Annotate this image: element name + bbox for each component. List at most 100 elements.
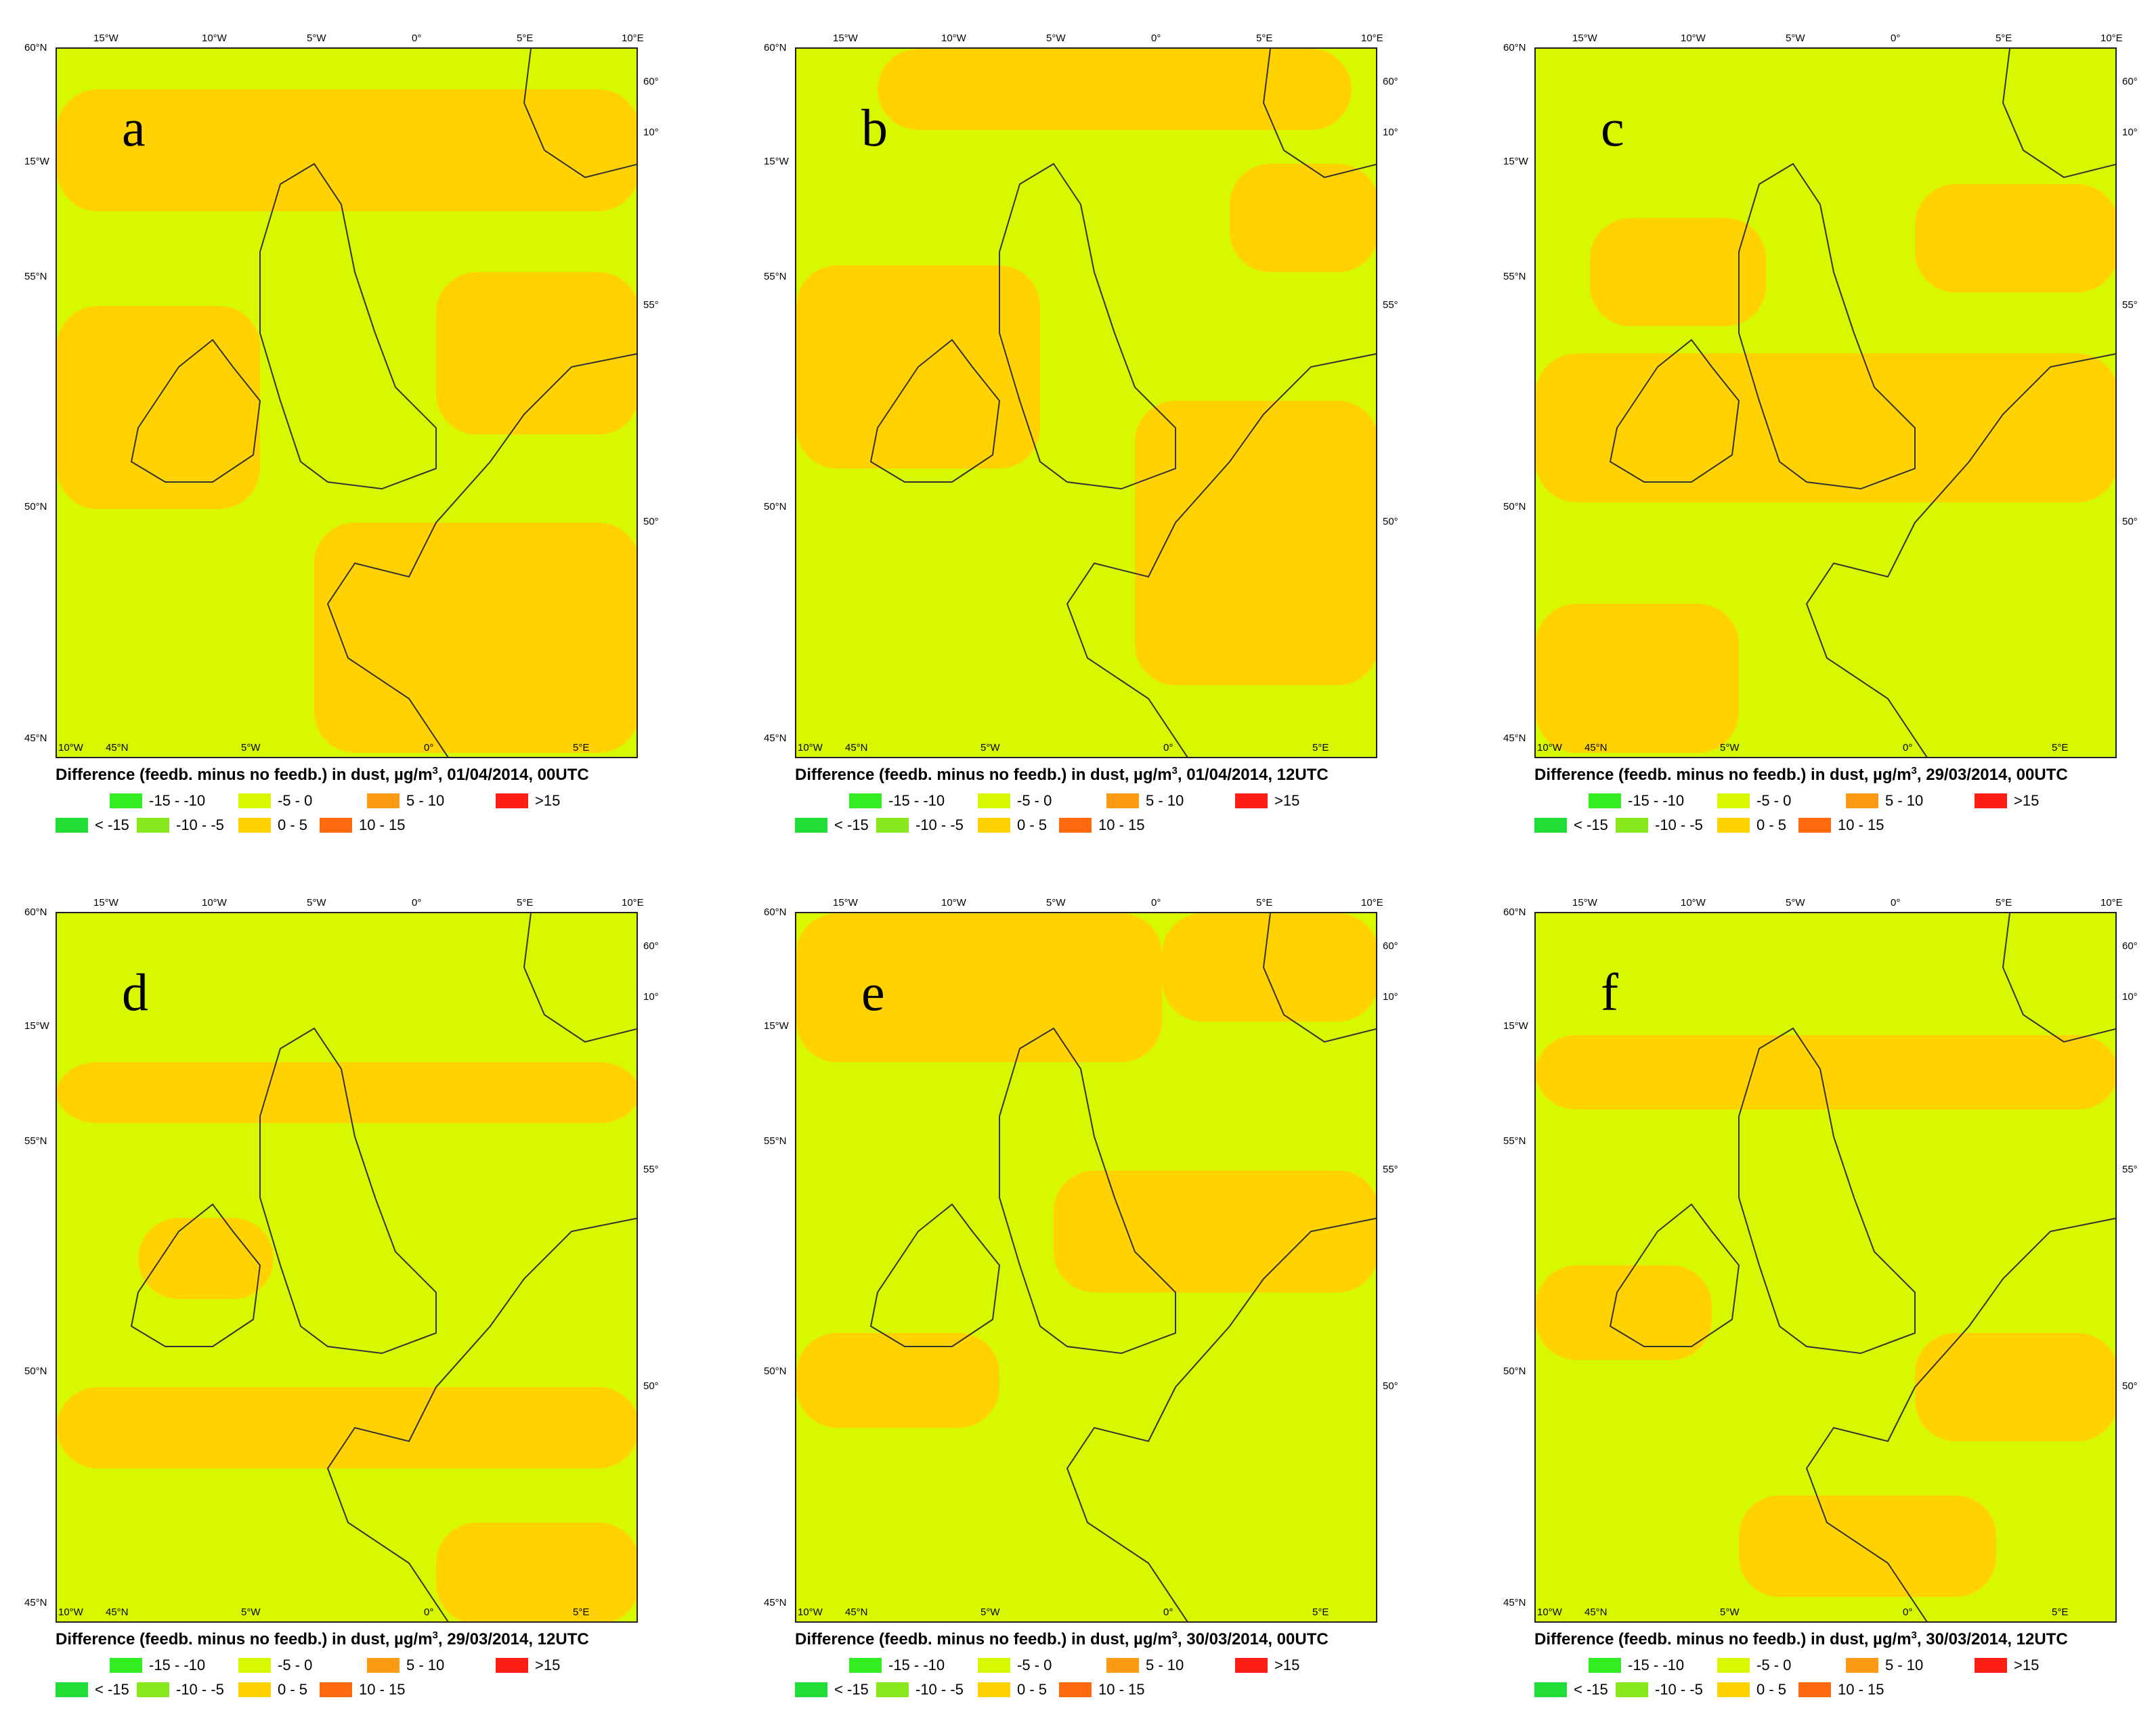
legend-swatch xyxy=(1106,1658,1139,1673)
legend-label: < -15 xyxy=(95,816,129,833)
legend-swatch xyxy=(1616,1682,1648,1697)
legend-swatch xyxy=(978,793,1010,808)
left-lat-label: 45°N xyxy=(24,1597,47,1608)
bottom-lon-label: 5°E xyxy=(573,1606,590,1618)
left-lat-label: 15°W xyxy=(24,156,49,167)
right-label: 55° xyxy=(643,1164,659,1175)
legend-item: -5 - 0 xyxy=(1717,792,1791,810)
positive-field-region xyxy=(1162,913,1376,1022)
right-label: 10° xyxy=(2122,127,2138,138)
left-lat-label: 55°N xyxy=(1503,271,1526,282)
legend-item: < -15 xyxy=(795,1681,869,1699)
field-map xyxy=(1536,49,2115,757)
bottom-lon-label: 45°N xyxy=(1584,742,1608,753)
bottom-lon-label: 5°W xyxy=(1720,1606,1740,1618)
panel-letter: e xyxy=(861,963,885,1022)
legend-item: 5 - 10 xyxy=(1846,1657,1923,1674)
coastline-ireland xyxy=(130,338,261,483)
legend-swatch xyxy=(876,818,909,833)
legend-item: -5 - 0 xyxy=(238,792,312,810)
top-lon-label: 15°W xyxy=(833,897,858,909)
legend-swatch xyxy=(978,1682,1010,1697)
coastline-continent xyxy=(326,353,637,757)
legend-label: -15 - -10 xyxy=(1628,792,1685,809)
legend-label: < -15 xyxy=(834,1681,869,1698)
bottom-lon-label: 5°W xyxy=(241,1606,261,1618)
right-label: 10° xyxy=(643,127,659,138)
color-legend: -15 - -10 -5 - 0 5 - 10 >15 < -15 -10 - -5 0 -… xyxy=(1534,1657,2144,1704)
legend-swatch xyxy=(1059,818,1092,833)
coastline-scandinavia xyxy=(1262,913,1376,1043)
legend-item: 0 - 5 xyxy=(238,816,307,834)
map-panel-e: 15°W 10°W 5°W 0° 5°E 10°E 60°N 15°W 55°N 50°N 45°N… xyxy=(739,864,1417,1711)
left-lat-label: 15°W xyxy=(764,156,789,167)
legend-label: -5 - 0 xyxy=(1017,792,1052,809)
right-label: 50° xyxy=(643,1380,659,1392)
legend-label: 0 - 5 xyxy=(1756,816,1787,833)
positive-field-region xyxy=(1135,401,1376,685)
field-map xyxy=(796,913,1376,1621)
bottom-lon-label: 10°W xyxy=(1537,742,1562,753)
legend-item: -5 - 0 xyxy=(238,1657,312,1674)
legend-label: -5 - 0 xyxy=(1017,1657,1052,1673)
left-lat-label: 15°W xyxy=(764,1020,789,1032)
positive-field-region xyxy=(436,272,637,435)
legend-label: < -15 xyxy=(834,816,869,833)
positive-field-region xyxy=(57,89,637,211)
left-lat-label: 50°N xyxy=(764,1365,787,1377)
right-label: 60° xyxy=(1383,76,1398,87)
right-label: 60° xyxy=(643,76,659,87)
legend-label: 5 - 10 xyxy=(1146,792,1184,809)
panel-letter: a xyxy=(122,98,146,157)
map-panel-d: 15°W 10°W 5°W 0° 5°E 10°E 60°N 15°W 55°N 50°N 45°N… xyxy=(0,864,677,1711)
legend-swatch xyxy=(876,1682,909,1697)
caption-unit-sup: 3 xyxy=(1171,1629,1178,1641)
legend-item: 10 - 15 xyxy=(1059,1681,1145,1699)
panel-caption: Difference (feedb. minus no feedb.) in d… xyxy=(56,1629,589,1649)
top-lon-label: 0° xyxy=(1891,32,1901,44)
legend-swatch xyxy=(56,818,88,833)
right-label: 50° xyxy=(1383,516,1398,527)
bottom-lon-label: 10°W xyxy=(798,1606,823,1618)
coastline-continent xyxy=(1066,1217,1376,1621)
bottom-lon-label: 45°N xyxy=(845,1606,868,1618)
top-lon-label: 10°E xyxy=(622,897,644,909)
top-lon-label: 15°W xyxy=(93,897,118,909)
bottom-lon-label: 45°N xyxy=(1584,1606,1608,1618)
coastline-scandinavia xyxy=(2002,49,2115,179)
bottom-lon-label: 45°N xyxy=(845,742,868,753)
map-area xyxy=(795,47,1377,758)
legend-item: 0 - 5 xyxy=(1717,1681,1786,1699)
legend-swatch xyxy=(1798,1682,1831,1697)
legend-item: >15 xyxy=(1235,792,1299,810)
legend-label: -10 - -5 xyxy=(915,816,964,833)
caption-unit-sup: 3 xyxy=(432,1629,438,1641)
left-lat-label: 55°N xyxy=(764,271,787,282)
coastline-ireland xyxy=(1609,1203,1740,1347)
legend-item: -10 - -5 xyxy=(876,1681,964,1699)
positive-field-region xyxy=(1915,184,2115,292)
left-lat-label: 45°N xyxy=(1503,732,1526,744)
coastline-continent xyxy=(326,1217,637,1621)
right-label: 10° xyxy=(643,991,659,1003)
right-label: 60° xyxy=(643,940,659,952)
legend-label: -10 - -5 xyxy=(915,1681,964,1698)
map-area xyxy=(56,47,638,758)
left-lat-label: 50°N xyxy=(764,501,787,512)
panel-caption: Difference (feedb. minus no feedb.) in d… xyxy=(56,765,589,785)
right-label: 50° xyxy=(643,516,659,527)
legend-item: < -15 xyxy=(1534,816,1608,834)
legend-swatch xyxy=(978,818,1010,833)
caption-unit-sup: 3 xyxy=(1171,765,1178,776)
caption-datetime: , 01/04/2014, 12UTC xyxy=(1177,766,1329,784)
left-lat-label: 45°N xyxy=(1503,1597,1526,1608)
left-lat-label: 15°W xyxy=(24,1020,49,1032)
bottom-lon-label: 0° xyxy=(1163,742,1173,753)
coastline-ireland xyxy=(869,338,1001,483)
legend-swatch xyxy=(1717,793,1750,808)
caption-datetime: , 01/04/2014, 00UTC xyxy=(437,766,589,784)
top-lon-label: 5°E xyxy=(517,897,534,909)
legend-item: 0 - 5 xyxy=(238,1681,307,1699)
map-area xyxy=(1534,47,2117,758)
positive-field-region xyxy=(1536,1035,2115,1110)
